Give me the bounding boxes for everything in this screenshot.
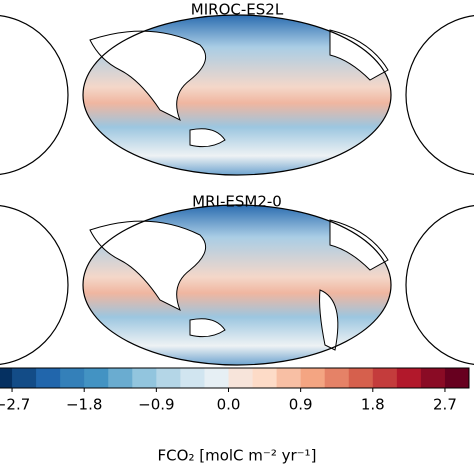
- panel-title: MRI-ESM2-0: [192, 193, 282, 211]
- colorbar-segment: [84, 368, 109, 388]
- colorbar-segment: [348, 368, 374, 388]
- colorbar-segment: [180, 368, 205, 388]
- colorbar-tick-label: 1.8: [361, 396, 385, 414]
- colorbar-tick-label: 0.0: [217, 396, 241, 414]
- colorbar-segment: [444, 368, 470, 388]
- colorbar-segment: [132, 368, 157, 388]
- colorbar-segment: [324, 368, 350, 388]
- colorbar-segment: [396, 368, 422, 388]
- colorbar-tick-label: −1.8: [66, 396, 102, 414]
- colorbar-segment: [36, 368, 61, 388]
- colorbar-segment: [252, 368, 278, 388]
- colorbar-segment: [300, 368, 326, 388]
- colorbar-tick-label: 0.9: [289, 396, 313, 414]
- colorbar-tick-label: 2.7: [433, 396, 457, 414]
- colorbar-segment: [108, 368, 133, 388]
- colorbar-segment: [204, 368, 229, 388]
- colorbar-segment: [420, 368, 446, 388]
- colorbar-segment: [60, 368, 85, 388]
- colorbar-segment: [372, 368, 398, 388]
- colorbar-segment: [156, 368, 181, 388]
- colorbar-segment: [12, 368, 37, 388]
- panel-title: MIROC-ES2L: [191, 1, 284, 19]
- colorbar-segment: [0, 368, 13, 388]
- map-panel-bottom: MRI-ESM2-0: [0, 193, 474, 366]
- map-panel-top: MIROC-ES2L: [0, 1, 474, 176]
- colorbar-tick-label: −0.9: [138, 396, 174, 414]
- colorbar-tick-label: −2.7: [0, 396, 30, 414]
- colorbar-label: FCO₂ [molC m⁻² yr⁻¹]: [158, 447, 317, 465]
- colorbar-segment: [228, 368, 254, 388]
- colorbar-segment: [276, 368, 302, 388]
